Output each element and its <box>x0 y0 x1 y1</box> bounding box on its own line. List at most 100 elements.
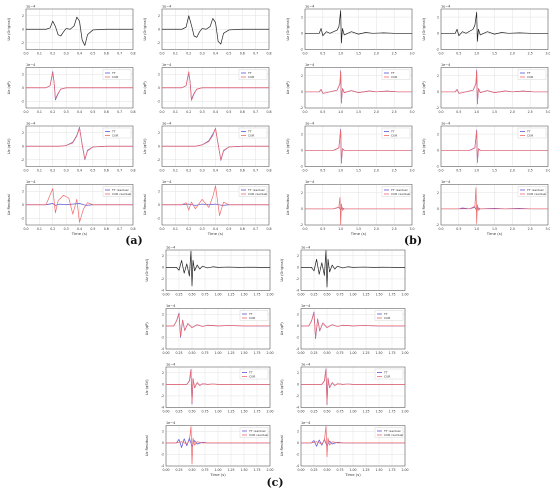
x-tick-label: 0.0 <box>159 110 164 114</box>
x-tick-label: 1.25 <box>362 293 369 297</box>
x-tick-label: 0.5 <box>320 110 325 114</box>
y-axis-label: Uz (Original) <box>280 258 284 281</box>
x-tick-label: 0.00 <box>162 468 169 472</box>
series-original-line <box>301 250 405 288</box>
x-tick-label: 0.8 <box>130 227 135 231</box>
subplot-c-c2-r1: 0.00 0.25 0.50 0.75 1.00 1.25 1.50 1.75 2.00 -4 -2… <box>280 246 409 297</box>
x-tick-label: 3.0 <box>409 227 414 231</box>
x-tick-label: 2.0 <box>510 227 515 231</box>
y-tick-label: 0 <box>301 149 303 153</box>
x-tick-label: 1.5 <box>492 169 497 173</box>
y-tick-label: 2 <box>22 189 24 193</box>
legend-entry: CUR residual <box>112 192 131 196</box>
y-tick-label: -2 <box>296 453 299 457</box>
y-tick-label: 2 <box>22 72 24 76</box>
legend-entry: TT <box>390 71 395 75</box>
x-tick-label: 0.8 <box>266 110 271 114</box>
x-tick-label: 0.0 <box>23 110 28 114</box>
sci-multiplier-label: 1e−4 <box>305 63 314 67</box>
y-tick-label: 0 <box>297 266 299 270</box>
x-tick-label: 0.2 <box>186 52 191 56</box>
y-tick-label: 0 <box>22 203 24 207</box>
x-tick-label: 2.0 <box>374 227 379 231</box>
x-tick-label: 1.0 <box>338 52 343 56</box>
y-tick-label: 0 <box>162 324 164 328</box>
sci-multiplier-label: 1e−4 <box>166 363 175 367</box>
y-tick-label: -4 <box>161 464 164 468</box>
subplot-a-c2-r2: 0.0 0.1 0.2 0.3 0.4 0.5 0.6 0.7 0.8 -2 0 2 1e−4 Uz (q… <box>143 63 272 114</box>
x-tick-label: 1.25 <box>362 410 369 414</box>
legend-entry: CUR residual <box>391 192 410 196</box>
y-tick-label: -2 <box>436 48 439 52</box>
x-tick-label: 1.75 <box>388 351 395 355</box>
x-tick-label: 1.75 <box>253 351 260 355</box>
y-tick-label: 2 <box>437 74 439 78</box>
x-tick-label: 0.6 <box>240 110 245 114</box>
sci-multiplier-label: 1e−4 <box>301 246 310 250</box>
x-tick-label: 1.5 <box>492 227 497 231</box>
x-tick-label: 0.50 <box>323 410 330 414</box>
x-tick-label: 0.8 <box>130 169 135 173</box>
subplot-c-c1-r4: 0.00 0.25 0.50 0.75 1.00 1.25 1.50 1.75 2.00 -4 -2… <box>145 421 274 477</box>
x-tick-label: 0.1 <box>173 110 178 114</box>
y-tick-label: -2 <box>157 99 160 103</box>
x-tick-label: 0.6 <box>104 110 109 114</box>
series-cur-line <box>166 313 270 337</box>
x-tick-label: 1.0 <box>338 227 343 231</box>
axes-frame <box>440 184 549 226</box>
x-tick-label: 0.5 <box>226 169 231 173</box>
x-tick-label: 2.0 <box>374 169 379 173</box>
legend-box <box>238 127 268 139</box>
legend-entry: CUR <box>112 134 118 138</box>
series-cur-line <box>301 368 405 404</box>
legend-entry: TT <box>247 71 252 75</box>
sci-multiplier-label: 1e−4 <box>441 5 450 9</box>
x-tick-label: 2.00 <box>401 293 408 297</box>
series-cur-line <box>26 72 133 99</box>
y-axis-label: Uz (qSV) <box>286 138 290 154</box>
x-tick-label: 1.5 <box>356 110 361 114</box>
x-tick-label: 0.2 <box>186 227 191 231</box>
subplot-a-c2-r4: 0.0 0.1 0.2 0.3 0.4 0.5 0.6 0.7 0.8 -2 0 2 1e−4 Uz Re… <box>143 180 272 236</box>
y-tick-label: 0 <box>22 27 24 31</box>
x-tick-label: 0.5 <box>320 52 325 56</box>
x-tick-label: 2.0 <box>510 110 515 114</box>
x-tick-label: 0.0 <box>159 169 164 173</box>
legend-entry: CUR <box>248 75 254 79</box>
x-tick-label: 0.00 <box>162 351 169 355</box>
x-tick-label: 0.0 <box>159 227 164 231</box>
x-tick-label: 0.6 <box>240 169 245 173</box>
subplot-b-c2-r4: 0.0 0.5 1.0 1.5 2.0 2.5 3.0 -2 0 2 1e−4 Uz Residual… <box>422 180 550 236</box>
legend-box <box>381 127 411 139</box>
x-tick-label: 0.25 <box>310 351 317 355</box>
series-cur-line <box>301 312 405 338</box>
x-tick-label: 1.50 <box>240 410 247 414</box>
y-axis-label: Uz (qP) <box>286 81 290 95</box>
x-tick-label: 0.0 <box>302 227 307 231</box>
x-tick-label: 1.50 <box>375 351 382 355</box>
x-tick-label: 1.25 <box>227 468 234 472</box>
x-tick-label: 0.75 <box>336 410 343 414</box>
x-tick-label: 1.0 <box>338 110 343 114</box>
y-tick-label: 2 <box>301 191 303 195</box>
x-tick-label: 0.50 <box>323 468 330 472</box>
subplot-c-c1-r2: 0.00 0.25 0.50 0.75 1.00 1.25 1.50 1.75 2.00 -4 -2… <box>145 304 274 355</box>
sci-multiplier-label: 1e−4 <box>305 122 314 126</box>
x-tick-label: 2.0 <box>510 169 515 173</box>
x-tick-label: 0.0 <box>23 227 28 231</box>
subplot-c-c2-r3: 0.00 0.25 0.50 0.75 1.00 1.25 1.50 1.75 2.00 -4 -2… <box>280 363 409 414</box>
x-tick-label: 2.0 <box>374 110 379 114</box>
y-tick-label: -2 <box>21 99 24 103</box>
series-original-line <box>441 11 548 42</box>
legend-entry: TT residual <box>248 429 266 433</box>
y-axis-label: Uz Residual <box>280 435 284 456</box>
x-tick-label: 1.50 <box>375 293 382 297</box>
x-tick-label: 0.50 <box>323 293 330 297</box>
x-tick-label: 2.5 <box>392 110 397 114</box>
x-tick-label: 1.25 <box>362 468 369 472</box>
y-tick-label: -2 <box>161 336 164 340</box>
y-tick-label: -2 <box>300 223 303 227</box>
legend-entry: TT <box>383 312 388 316</box>
legend-entry: CUR <box>249 375 255 379</box>
sci-multiplier-label: 1e−4 <box>162 5 171 9</box>
